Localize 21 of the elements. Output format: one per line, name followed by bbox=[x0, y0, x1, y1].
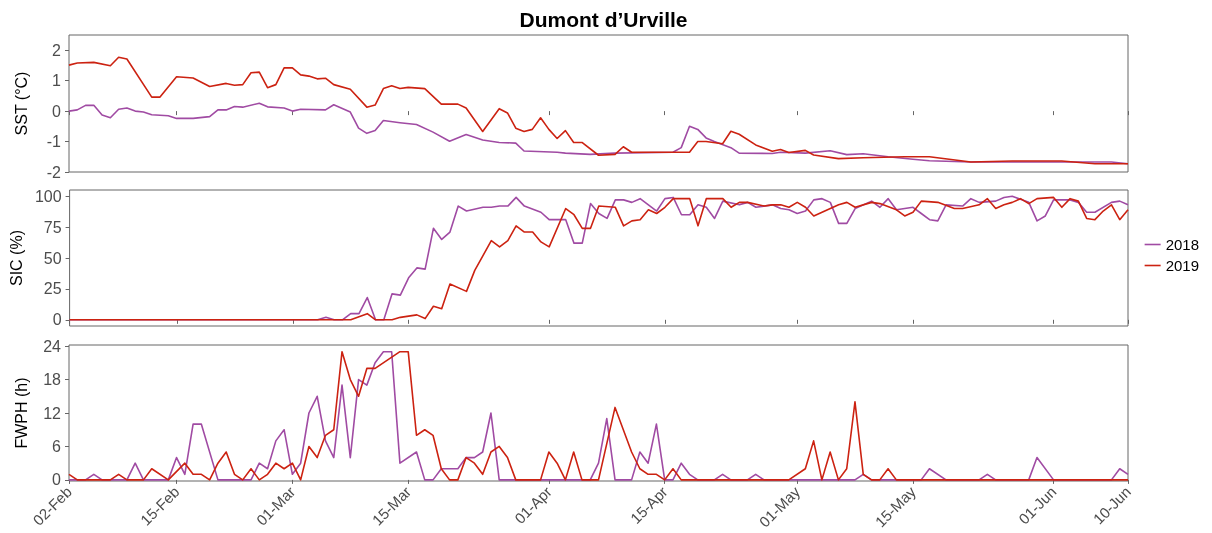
y-tick-label: 1 bbox=[52, 72, 62, 90]
y-tick-label: 6 bbox=[52, 437, 62, 455]
y-tick-label: 0 bbox=[52, 311, 62, 329]
y-axis-title: FWPH (h) bbox=[12, 377, 30, 449]
y-axis-title: SST (°C) bbox=[12, 71, 30, 136]
y-tick-label: 2 bbox=[52, 41, 62, 59]
chart-title: Dumont d’Urville bbox=[519, 8, 688, 31]
y-tick-label: 24 bbox=[43, 337, 62, 355]
y-tick-label: 50 bbox=[43, 249, 62, 267]
y-tick-label: -1 bbox=[46, 133, 62, 151]
y-tick-label: 100 bbox=[34, 187, 62, 205]
y-tick-label: 12 bbox=[43, 404, 62, 422]
y-tick-label: 0 bbox=[52, 102, 62, 120]
y-tick-label: 0 bbox=[52, 471, 62, 489]
legend-label: 2018 bbox=[1165, 236, 1200, 253]
y-tick-label: 25 bbox=[43, 280, 62, 298]
y-tick-label: 75 bbox=[43, 218, 62, 236]
y-axis-title: SIC (%) bbox=[7, 230, 25, 286]
y-tick-label: 18 bbox=[43, 371, 62, 389]
legend-label: 2019 bbox=[1165, 257, 1200, 274]
y-tick-label: -2 bbox=[46, 163, 62, 181]
